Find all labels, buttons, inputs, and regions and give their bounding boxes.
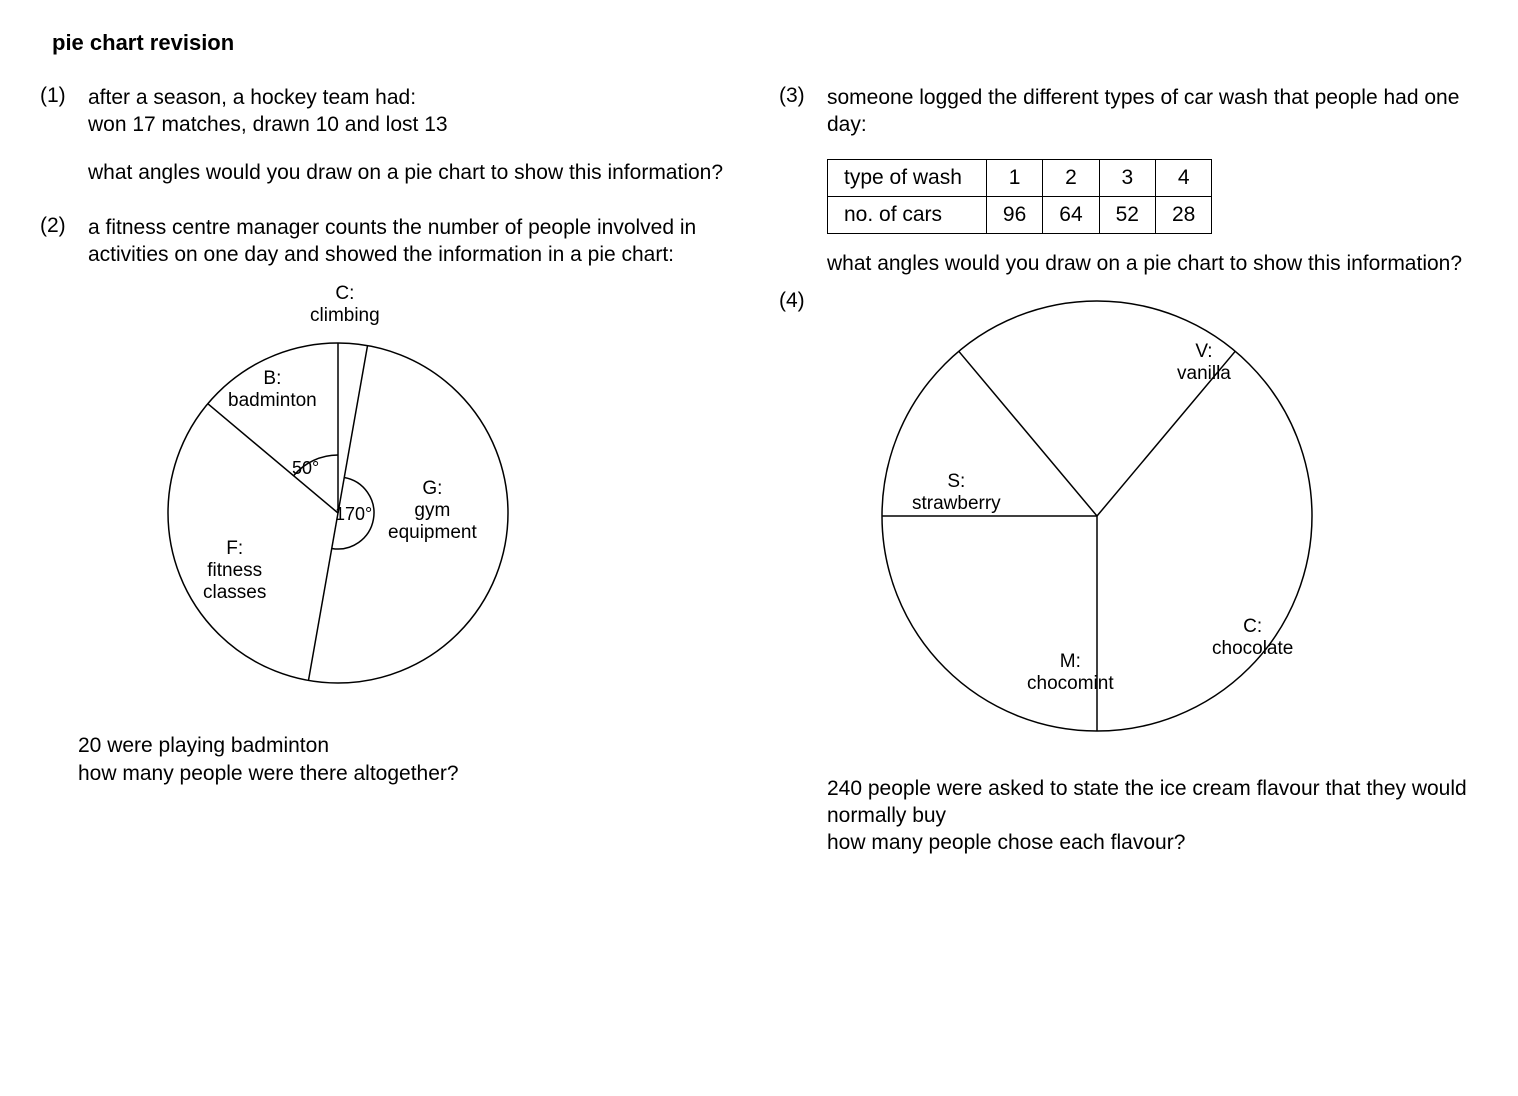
q2-number: (2) — [40, 214, 88, 787]
cell: 2 — [1043, 159, 1099, 196]
q3-intro: someone logged the different types of ca… — [827, 84, 1478, 139]
q2-label-F: F:fitnessclasses — [203, 538, 266, 604]
table-row: type of wash 1 2 3 4 — [828, 159, 1212, 196]
q4-number: (4) — [779, 289, 827, 857]
q2-angle-170: 170° — [335, 504, 372, 525]
question-2: (2) a fitness centre manager counts the … — [40, 214, 739, 787]
q1-number: (1) — [40, 84, 88, 186]
q4-label-M: M:chocomint — [1027, 651, 1114, 695]
cell: 1 — [986, 159, 1042, 196]
q2-angle-50: 50° — [292, 458, 319, 479]
cell: 96 — [986, 196, 1042, 233]
q1-body: after a season, a hockey team had: won 1… — [88, 84, 739, 186]
q1-text-1: after a season, a hockey team had: won 1… — [88, 84, 739, 139]
q1-text-2: what angles would you draw on a pie char… — [88, 159, 739, 186]
cell: type of wash — [828, 159, 987, 196]
q2-bottom2: how many people were there altogether? — [78, 762, 459, 785]
question-4: (4) V:vanilla C:chocolate M:chocomint S:… — [779, 289, 1478, 857]
q2-label-G: G:gymequipment — [388, 478, 477, 544]
question-3: (3) someone logged the different types o… — [779, 84, 1478, 277]
q2-body: a fitness centre manager counts the numb… — [88, 214, 739, 787]
q1-line1: after a season, a hockey team had: — [88, 86, 416, 109]
table-row: no. of cars 96 64 52 28 — [828, 196, 1212, 233]
cell: 28 — [1155, 196, 1211, 233]
q2-label-B: B:badminton — [228, 368, 317, 412]
page-title: pie chart revision — [52, 30, 1478, 56]
q2-bottom: 20 were playing badminton how many peopl… — [78, 732, 739, 787]
q2-bottom1: 20 were playing badminton — [78, 734, 329, 757]
q2-intro: a fitness centre manager counts the numb… — [88, 214, 739, 269]
q4-label-S: S:strawberry — [912, 471, 1001, 515]
left-column: (1) after a season, a hockey team had: w… — [40, 84, 739, 885]
q3-number: (3) — [779, 84, 827, 277]
q3-after: what angles would you draw on a pie char… — [827, 250, 1478, 277]
q1-line2: won 17 matches, drawn 10 and lost 13 — [88, 113, 448, 136]
q2-label-C: C:climbing — [310, 283, 380, 327]
q4-pie-chart: V:vanilla C:chocolate M:chocomint S:stra… — [847, 281, 1347, 751]
cell: no. of cars — [828, 196, 987, 233]
right-column: (3) someone logged the different types o… — [779, 84, 1478, 885]
cell: 52 — [1099, 196, 1155, 233]
q3-table: type of wash 1 2 3 4 no. of cars 96 64 5… — [827, 159, 1212, 234]
cell: 4 — [1155, 159, 1211, 196]
q4-bottom1: 240 people were asked to state the ice c… — [827, 777, 1467, 827]
q4-body: V:vanilla C:chocolate M:chocomint S:stra… — [827, 289, 1478, 857]
cell: 3 — [1099, 159, 1155, 196]
question-1: (1) after a season, a hockey team had: w… — [40, 84, 739, 186]
q4-bottom: 240 people were asked to state the ice c… — [827, 775, 1478, 857]
q4-label-V: V:vanilla — [1177, 341, 1231, 385]
cell: 64 — [1043, 196, 1099, 233]
q3-body: someone logged the different types of ca… — [827, 84, 1478, 277]
q4-label-C: C:chocolate — [1212, 616, 1293, 660]
content-columns: (1) after a season, a hockey team had: w… — [40, 84, 1478, 885]
q4-bottom2: how many people chose each flavour? — [827, 831, 1185, 854]
q2-pie-chart: C:climbing B:badminton G:gymequipment F:… — [128, 288, 548, 708]
